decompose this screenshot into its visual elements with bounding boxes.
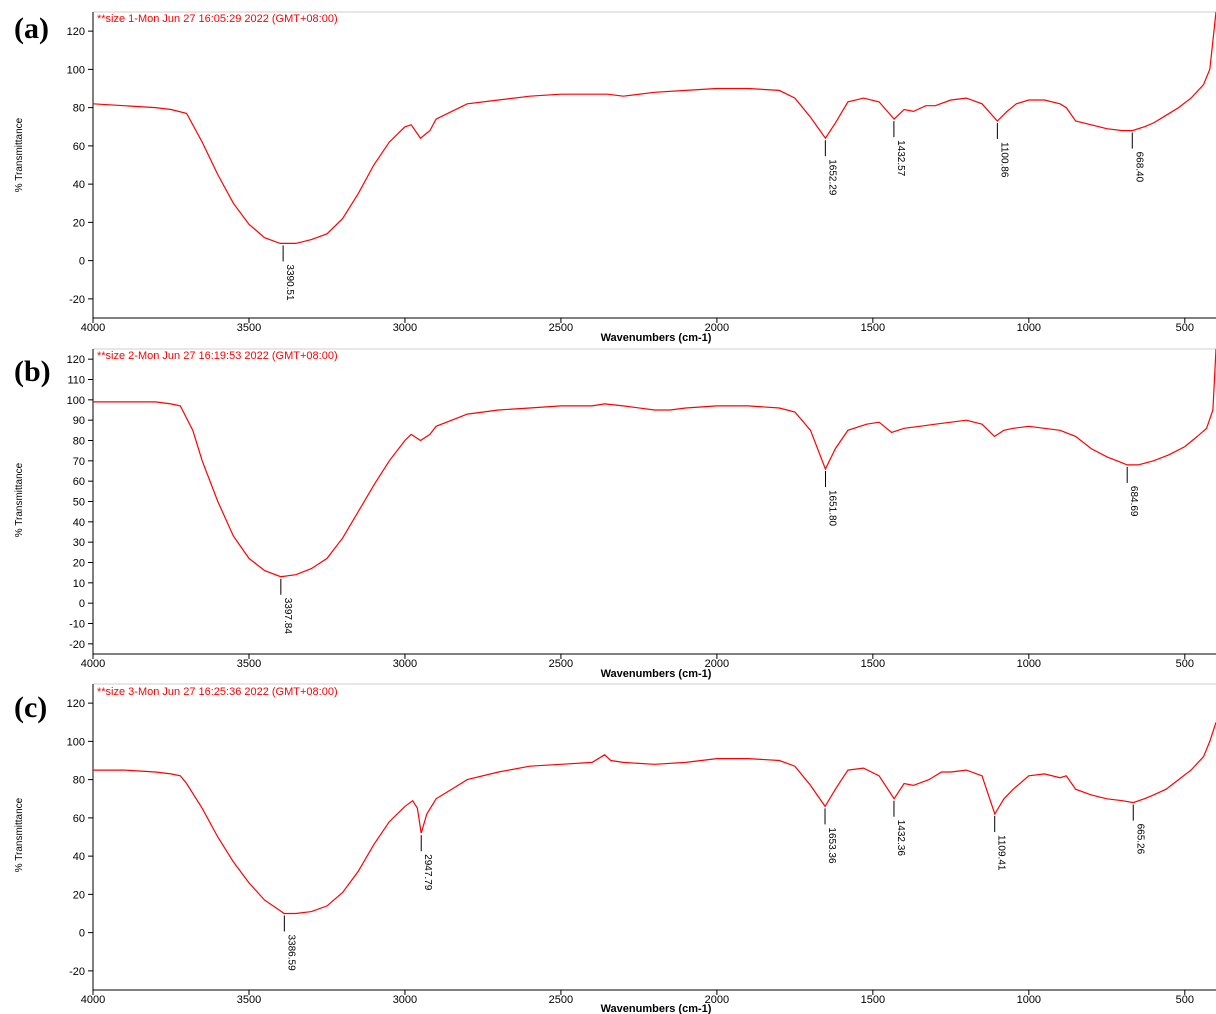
panel-c-xlabel: Wavenumbers (cm-1) [601, 1003, 712, 1014]
panel-c-peak-label: 1432.36 [895, 820, 906, 857]
panel-c-x-ticks: 4000 3500 3000 2500 2000 1500 1000 500 [81, 990, 1194, 1006]
panel-a-x-tick-label: 3500 [237, 322, 261, 334]
panel-b-y-tick-label: 0 [79, 598, 85, 610]
panel-a-xlabel: Wavenumbers (cm-1) [601, 332, 712, 344]
panel-c-header: **size 3-Mon Jun 27 16:25:36 2022 (GMT+0… [97, 686, 338, 698]
panel-c-y-tick-label: -20 [69, 966, 85, 978]
panel-c-x-tick-label: 1000 [1017, 994, 1041, 1006]
panel-a-annotations: 3390.51 1652.29 1432.57 1100.86 668.40 [282, 121, 1144, 301]
panel-b-peak-label: 684.69 [1128, 486, 1139, 517]
panel-a-peak-label: 668.40 [1133, 152, 1144, 183]
panel-b-peak-label: 1651.80 [827, 490, 838, 527]
panel-b-x-tick-label: 2000 [705, 658, 729, 670]
panel-a-peak-label: 1652.29 [826, 159, 837, 196]
panel-c-x-tick-label: 500 [1176, 994, 1194, 1006]
panel-c-x-tick-label: 2000 [705, 994, 729, 1006]
panel-b-y-tick-label: 110 [67, 375, 85, 387]
panel-b-y-tick-label: 80 [73, 436, 85, 448]
panel-c-y-tick-label: 40 [73, 851, 85, 863]
panel-b-label: (b) [14, 355, 51, 388]
panel-b-header: **size 2-Mon Jun 27 16:19:53 2022 (GMT+0… [97, 350, 338, 362]
panel-a-header: **size 1-Mon Jun 27 16:05:29 2022 (GMT+0… [97, 13, 338, 25]
panel-a-y-ticks: -20 0 20 40 60 80 100 120 [67, 26, 93, 306]
panel-c-ylabel: % Transmittance [14, 797, 25, 872]
panel-c-y-tick-label: 80 [73, 775, 85, 787]
panel-c-y-tick-label: 20 [73, 889, 85, 901]
panel-a: (a) **size 1-Mon Jun 27 16:05:29 2022 (G… [14, 11, 1216, 344]
panel-b-x-tick-label: 3500 [237, 658, 261, 670]
panel-c-x-tick-label: 2500 [549, 994, 573, 1006]
panel-b-y-tick-label: 50 [73, 497, 85, 509]
panel-b-x-tick-label: 1500 [861, 658, 885, 670]
panel-a-x-tick-label: 3000 [393, 322, 417, 334]
panel-a-x-tick-label: 1000 [1017, 322, 1041, 334]
panel-b-y-ticks: -20 -10 0 10 20 30 40 50 60 70 80 90 100 110 120 [67, 354, 93, 651]
panel-a-x-tick-label: 4000 [81, 322, 105, 334]
panel-a-y-tick-label: 60 [73, 141, 85, 153]
panel-c-peak-label: 665.26 [1134, 824, 1145, 855]
panel-b-ylabel: % Transmittance [14, 462, 25, 537]
panel-c-spectrum-line [93, 722, 1216, 915]
panel-a-x-tick-label: 2000 [705, 322, 729, 334]
panel-c-peak-label: 1109.41 [996, 835, 1007, 871]
panel-b-xlabel: Wavenumbers (cm-1) [601, 668, 712, 680]
panel-b: (b) **size 2-Mon Jun 27 16:19:53 2022 (G… [14, 348, 1216, 680]
panel-a-ylabel: % Transmittance [14, 117, 25, 192]
panel-b-y-tick-label: 10 [73, 578, 85, 590]
panel-c-x-tick-label: 1500 [861, 994, 885, 1006]
panel-a-peak-label: 3390.51 [284, 264, 295, 301]
panel-b-y-tick-label: 40 [73, 517, 85, 529]
panel-c-annotations: 3386.59 2947.79 1653.36 1432.36 1109.41 665.2… [283, 800, 1145, 972]
panel-b-x-tick-label: 1000 [1017, 658, 1041, 670]
panel-c-y-tick-label: 0 [79, 928, 85, 940]
panel-c-peak-label: 1653.36 [826, 827, 837, 864]
panel-b-y-tick-label: 30 [73, 537, 85, 549]
panel-b-peak-label: 3397.84 [282, 598, 293, 635]
panel-a-y-tick-label: 80 [73, 103, 85, 115]
panel-b-y-tick-label: 100 [67, 395, 85, 407]
panel-a-peak-label: 1432.57 [895, 140, 906, 177]
panel-a-y-tick-label: 20 [73, 217, 85, 229]
panel-a-x-ticks: 4000 3500 3000 2500 2000 1500 1000 500 [81, 318, 1194, 334]
panel-b-y-tick-label: 70 [73, 456, 85, 468]
panel-a-y-tick-label: 40 [73, 179, 85, 191]
panel-b-x-tick-label: 500 [1176, 658, 1194, 670]
panel-b-x-ticks: 4000 3500 3000 2500 2000 1500 1000 500 [81, 654, 1194, 670]
panel-c-x-tick-label: 4000 [81, 994, 105, 1006]
panel-b-x-tick-label: 2500 [549, 658, 573, 670]
panel-c-peak-label: 3386.59 [285, 935, 296, 972]
panel-c-x-tick-label: 3000 [393, 994, 417, 1006]
panel-c-x-tick-label: 3500 [237, 994, 261, 1006]
panel-a-peak-label: 1100.86 [998, 142, 1009, 178]
panel-b-x-tick-label: 3000 [393, 658, 417, 670]
panel-c-y-tick-label: 60 [73, 813, 85, 825]
panel-a-x-tick-label: 500 [1176, 322, 1194, 334]
panel-b-y-tick-label: 120 [67, 354, 85, 366]
panel-a-x-tick-label: 1500 [861, 322, 885, 334]
panel-b-y-tick-label: 20 [73, 558, 85, 570]
panel-b-y-tick-label: -20 [69, 639, 85, 651]
panel-c-peak-label: 2947.79 [422, 854, 433, 891]
panel-a-y-tick-label: 120 [67, 26, 85, 38]
panel-c-y-tick-label: 120 [67, 698, 85, 710]
panel-b-spectrum-line [93, 348, 1216, 578]
panel-a-y-tick-label: 0 [79, 256, 85, 268]
panel-b-y-tick-label: -10 [69, 619, 85, 631]
panel-c-y-ticks: -20 0 20 40 60 80 100 120 [67, 698, 93, 978]
panel-c-label: (c) [14, 691, 47, 724]
panel-a-x-tick-label: 2500 [549, 322, 573, 334]
panel-c: (c) **size 3-Mon Jun 27 16:25:36 2022 (G… [14, 683, 1216, 1014]
panel-b-annotations: 3397.84 1651.80 684.69 [280, 466, 1139, 635]
panel-b-y-tick-label: 60 [73, 476, 85, 488]
panel-a-label: (a) [14, 12, 49, 45]
panel-c-y-tick-label: 100 [67, 736, 85, 748]
panel-b-x-tick-label: 4000 [81, 658, 105, 670]
panel-b-y-tick-label: 90 [73, 415, 85, 427]
panel-a-y-tick-label: 100 [67, 64, 85, 76]
panel-a-y-tick-label: -20 [69, 294, 85, 306]
panel-a-spectrum-line [92, 11, 1216, 244]
